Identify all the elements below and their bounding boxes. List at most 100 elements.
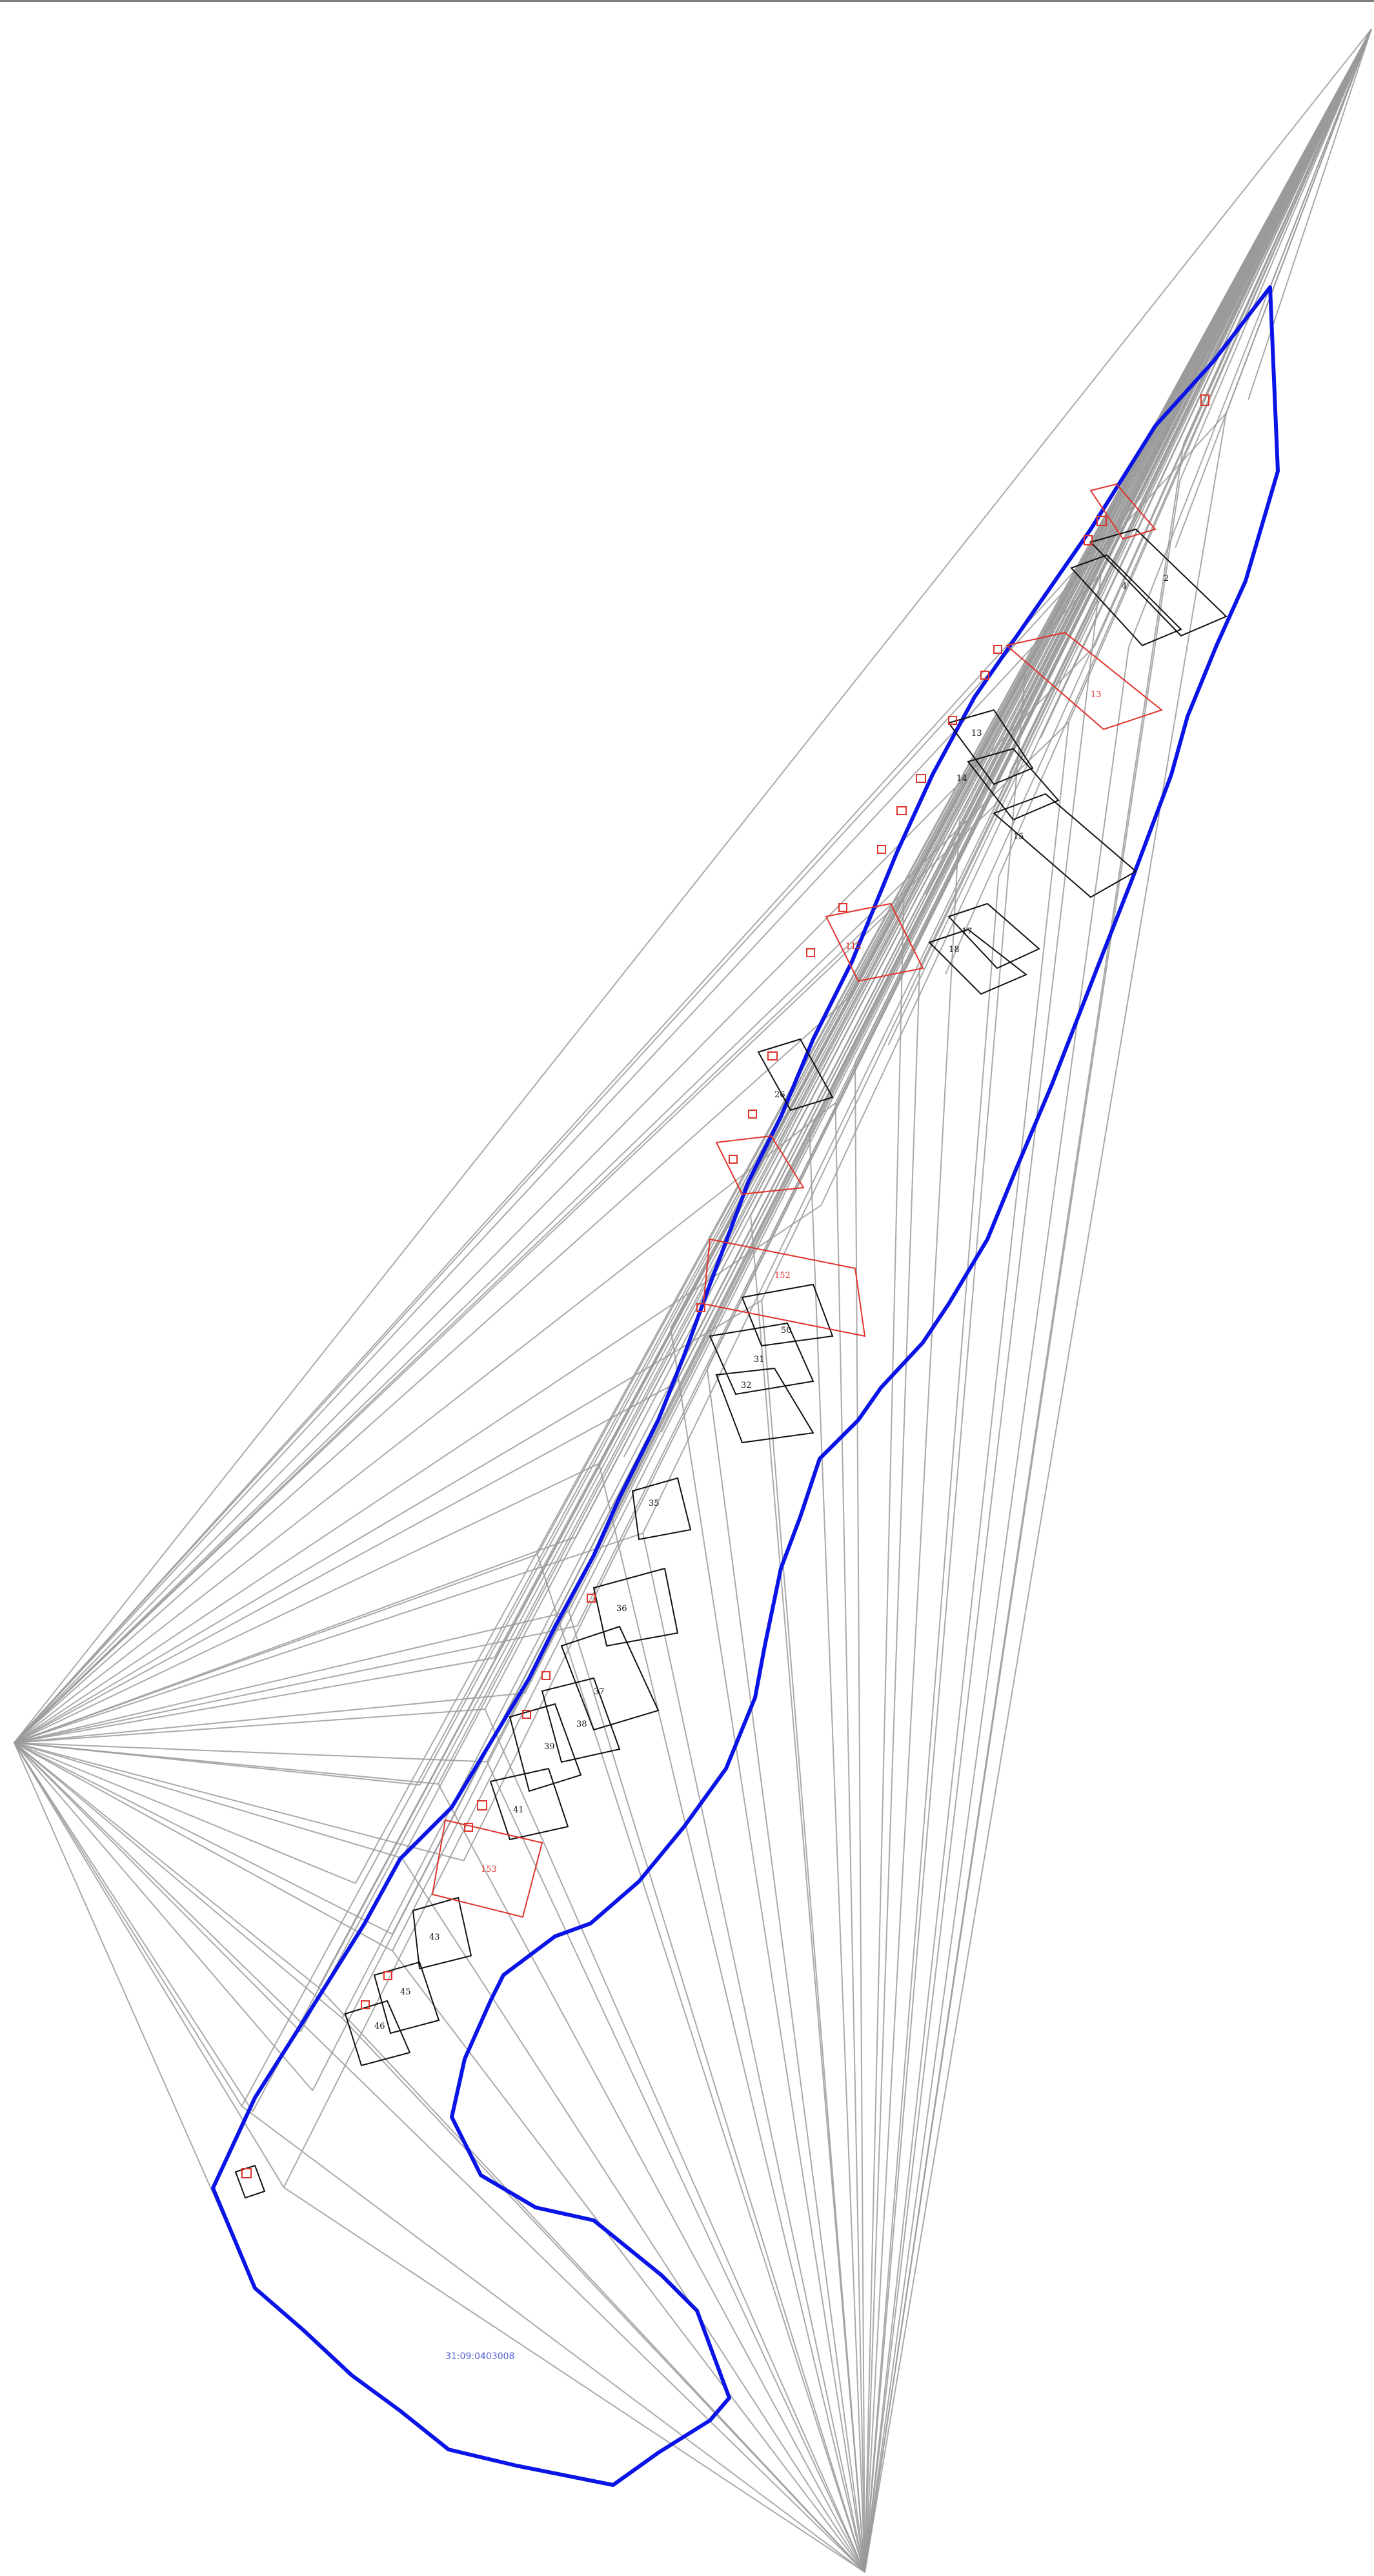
survey-ray xyxy=(14,722,1069,1743)
parcel-13 xyxy=(947,709,1034,786)
survey-ray xyxy=(854,1062,865,2573)
top-border xyxy=(0,0,1374,2)
parcel-label: 37 xyxy=(594,1687,605,1697)
survey-ray xyxy=(283,2187,865,2573)
parcel-2 xyxy=(1089,528,1228,637)
survey-ray xyxy=(14,804,996,1743)
cadastral-number-label: 31:09:0403008 xyxy=(445,2351,514,2362)
highlighted-parcel-group xyxy=(431,483,1164,1918)
parcel-38 xyxy=(541,1677,621,1763)
survey-ray xyxy=(536,1554,865,2573)
parcel-41 xyxy=(489,1767,569,1841)
survey-ray xyxy=(14,1742,319,1989)
survey-ray xyxy=(14,1204,822,1743)
survey-ray xyxy=(354,28,1372,1884)
highlighted-parcel-label: 153 xyxy=(481,1865,497,1874)
building-marker xyxy=(696,1303,705,1312)
parcel-36 xyxy=(592,1567,679,1647)
survey-ray xyxy=(252,28,1372,2112)
parcel-18 xyxy=(928,928,1027,995)
survey-ray xyxy=(598,1463,865,2573)
parcel-label: 43 xyxy=(429,1932,440,1942)
survey-ray xyxy=(14,1742,439,1785)
survey-ray xyxy=(14,1742,464,1861)
highlighted-parcel-mid xyxy=(715,1135,805,1195)
parcel-label: 14 xyxy=(956,774,967,784)
survey-ray xyxy=(14,1742,356,1884)
survey-ray xyxy=(14,897,904,1743)
building-marker xyxy=(361,2000,370,2009)
survey-ray xyxy=(283,28,1372,2188)
survey-ray xyxy=(864,722,1069,2573)
survey-ray xyxy=(809,1130,865,2573)
building-marker xyxy=(767,1051,778,1060)
survey-ray xyxy=(14,1554,538,1743)
building-marker xyxy=(1096,516,1107,526)
parcel-35 xyxy=(631,1477,692,1541)
survey-ray xyxy=(14,1742,343,2019)
survey-ray xyxy=(706,1368,865,2573)
parcel-label: 2 xyxy=(1164,574,1169,583)
parcel-15 xyxy=(993,793,1137,898)
parcel-4 xyxy=(1070,554,1182,647)
survey-ray xyxy=(14,28,1372,1743)
highlighted-parcel-label: 112 xyxy=(845,942,862,951)
parcel-45 xyxy=(373,1961,440,2034)
survey-ray xyxy=(341,2017,865,2573)
parcel-label: 31 xyxy=(754,1355,765,1364)
building-markers xyxy=(241,394,1209,2178)
building-marker xyxy=(587,1594,596,1603)
survey-ray xyxy=(14,1742,393,1935)
survey-ray xyxy=(14,1610,569,1743)
parcel-block-0 xyxy=(234,2164,266,2199)
parcel-label: 17 xyxy=(962,927,973,937)
highlighted-parcel-153 xyxy=(431,1819,543,1918)
building-marker xyxy=(541,1671,551,1680)
survey-ray xyxy=(834,1102,865,2573)
survey-ray xyxy=(392,1950,865,2573)
highlighted-parcel-label: 13 xyxy=(1091,690,1102,700)
survey-ray xyxy=(1248,28,1372,400)
survey-ray xyxy=(463,28,1372,1861)
building-marker xyxy=(383,1971,392,1980)
survey-ray xyxy=(312,28,1372,2091)
survey-ray xyxy=(14,1625,578,1743)
building-marker xyxy=(993,645,1002,654)
cadastral-block-boundary xyxy=(211,285,1280,2487)
survey-ray xyxy=(341,28,1372,2019)
parcel-39 xyxy=(509,1703,582,1792)
survey-ray xyxy=(14,1742,865,2573)
building-marker xyxy=(729,1155,738,1164)
survey-ray xyxy=(864,898,905,2573)
survey-ray xyxy=(1269,28,1372,288)
highlighted-parcel-152 xyxy=(702,1238,866,1337)
parcel-label: 41 xyxy=(513,1805,524,1815)
building-marker xyxy=(838,903,847,912)
survey-ray xyxy=(14,998,849,1743)
survey-ray xyxy=(1179,28,1372,481)
building-marker xyxy=(477,1800,487,1810)
highlighted-parcel-upper xyxy=(1089,483,1157,540)
survey-ray xyxy=(14,1742,403,1859)
parcel-label: 18 xyxy=(949,945,960,955)
parcel-label: 38 xyxy=(576,1719,587,1729)
building-marker xyxy=(1200,394,1209,406)
building-marker xyxy=(1084,535,1093,545)
survey-ray xyxy=(14,1742,301,2033)
building-marker xyxy=(464,1823,473,1832)
parcel-label: 15 xyxy=(1013,832,1024,842)
building-marker xyxy=(806,948,815,957)
survey-ray xyxy=(486,1761,865,2573)
survey-ray xyxy=(14,1742,285,2188)
survey-ray xyxy=(864,968,921,2573)
parcel-label: 26 xyxy=(774,1090,785,1100)
survey-ray xyxy=(1175,28,1372,548)
parcel-label: 46 xyxy=(374,2022,385,2031)
survey-ray xyxy=(14,1102,836,1743)
survey-ray xyxy=(14,1742,487,1763)
parcel-26 xyxy=(757,1038,834,1111)
building-marker xyxy=(748,1110,757,1119)
survey-ray xyxy=(761,28,1372,1301)
survey-ray xyxy=(864,877,1000,2573)
survey-ray xyxy=(14,1709,485,1743)
